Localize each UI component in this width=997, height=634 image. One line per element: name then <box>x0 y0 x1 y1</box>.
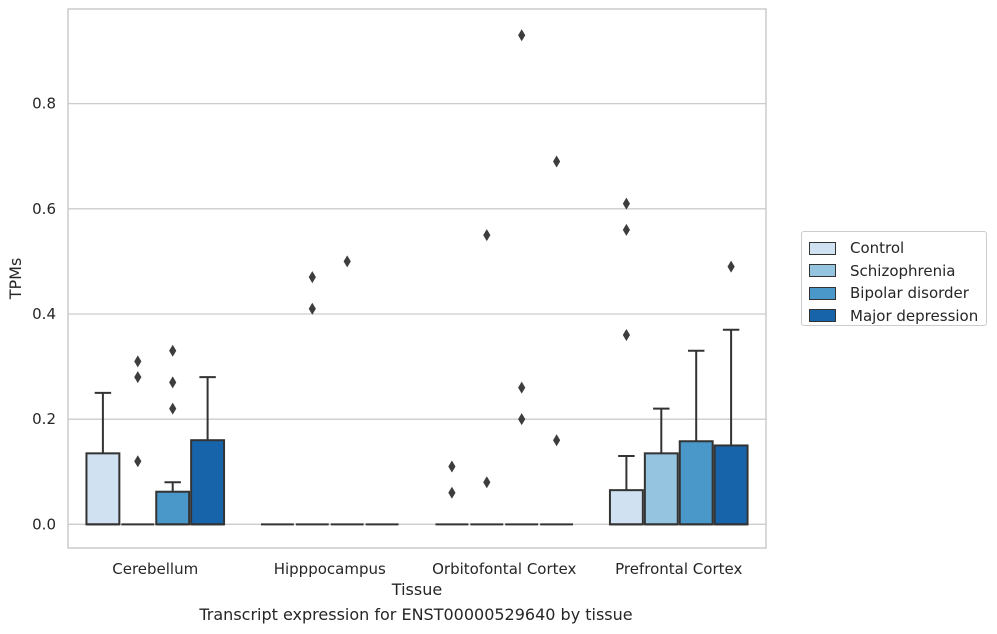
x-tick-label: Orbitofontal Cortex <box>432 560 576 578</box>
legend-item: Control <box>809 237 986 260</box>
legend-label: Control <box>850 239 905 258</box>
x-axis-label: Tissue <box>391 580 442 599</box>
outlier-point <box>134 455 142 468</box>
outlier-point <box>134 355 142 368</box>
outlier-point <box>448 486 456 499</box>
y-tick-label: 0.4 <box>32 305 56 323</box>
box-iqr <box>190 439 226 526</box>
box-schizophrenia <box>643 407 679 526</box>
y-tick-label: 0.8 <box>32 95 56 113</box>
box-bipolar-disorder <box>505 29 539 526</box>
box-control <box>608 197 644 526</box>
plot-frame <box>67 8 767 549</box>
box-schizophrenia <box>121 355 155 526</box>
outlier-point <box>308 271 316 284</box>
y-tick-labels: 0.0 0.2 0.4 0.6 0.8 <box>32 95 56 534</box>
box-iqr <box>678 440 714 526</box>
outlier-point <box>518 381 526 394</box>
y-axis-label: TPMs <box>6 258 25 301</box>
box-major-depression <box>713 260 749 526</box>
legend-swatch <box>809 309 836 323</box>
outlier-point <box>727 260 735 273</box>
outlier-point <box>518 413 526 426</box>
outlier-point <box>483 229 491 242</box>
y-tick-label: 0.6 <box>32 200 56 218</box>
x-tick-labels: Cerebellum Hipppocampus Orbitofontal Corte… <box>112 560 742 578</box>
legend-item: Bipolar disorder <box>809 282 986 305</box>
outlier-point <box>518 29 526 42</box>
figure-caption: Transcript expression for ENST0000052964… <box>199 605 633 624</box>
box-schizophrenia <box>470 229 504 526</box>
box-iqr <box>155 490 191 526</box>
box-major-depression <box>540 155 574 526</box>
outlier-point <box>169 344 177 357</box>
y-tick-label: 0.0 <box>32 515 56 533</box>
legend: Control Schizophrenia Bipolar disorder Majo… <box>801 231 987 326</box>
box-bipolar-disorder <box>155 344 191 526</box>
outlier-point <box>553 434 561 447</box>
box-iqr <box>713 444 749 526</box>
outlier-point <box>343 255 351 268</box>
outlier-point <box>483 476 491 489</box>
x-tick-label: Cerebellum <box>112 560 198 578</box>
outlier-point <box>134 371 142 384</box>
outlier-point <box>553 155 561 168</box>
box-control <box>85 391 121 526</box>
box-iqr <box>643 452 679 526</box>
outlier-point <box>622 197 630 210</box>
legend-swatch <box>809 264 836 278</box>
box-series <box>85 29 749 526</box>
outlier-point <box>448 460 456 473</box>
outlier-point <box>169 376 177 389</box>
outlier-point <box>169 402 177 415</box>
outlier-point <box>622 329 630 342</box>
legend-label: Major depression <box>850 306 979 325</box>
legend-item: Major depression <box>809 305 986 328</box>
legend-item: Schizophrenia <box>809 260 986 283</box>
box-plot-chart: 0.0 0.2 0.4 0.6 0.8 Cerebellum Hipppocampus Or… <box>6 8 767 599</box>
outlier-point <box>622 223 630 236</box>
box-bipolar-disorder <box>678 349 714 526</box>
legend-swatch <box>809 286 836 300</box>
box-schizophrenia <box>295 271 329 526</box>
box-iqr <box>608 489 644 526</box>
x-tick-label: Hipppocampus <box>274 560 386 578</box>
box-control <box>435 460 469 526</box>
y-tick-label: 0.2 <box>32 410 56 428</box>
legend-label: Bipolar disorder <box>850 284 969 303</box>
x-tick-label: Prefrontal Cortex <box>615 560 742 578</box>
box-iqr <box>85 452 121 526</box>
box-major-depression <box>190 376 226 526</box>
outlier-point <box>308 302 316 315</box>
legend-label: Schizophrenia <box>850 261 956 280</box>
legend-swatch <box>809 241 836 255</box>
box-bipolar-disorder <box>330 255 364 526</box>
